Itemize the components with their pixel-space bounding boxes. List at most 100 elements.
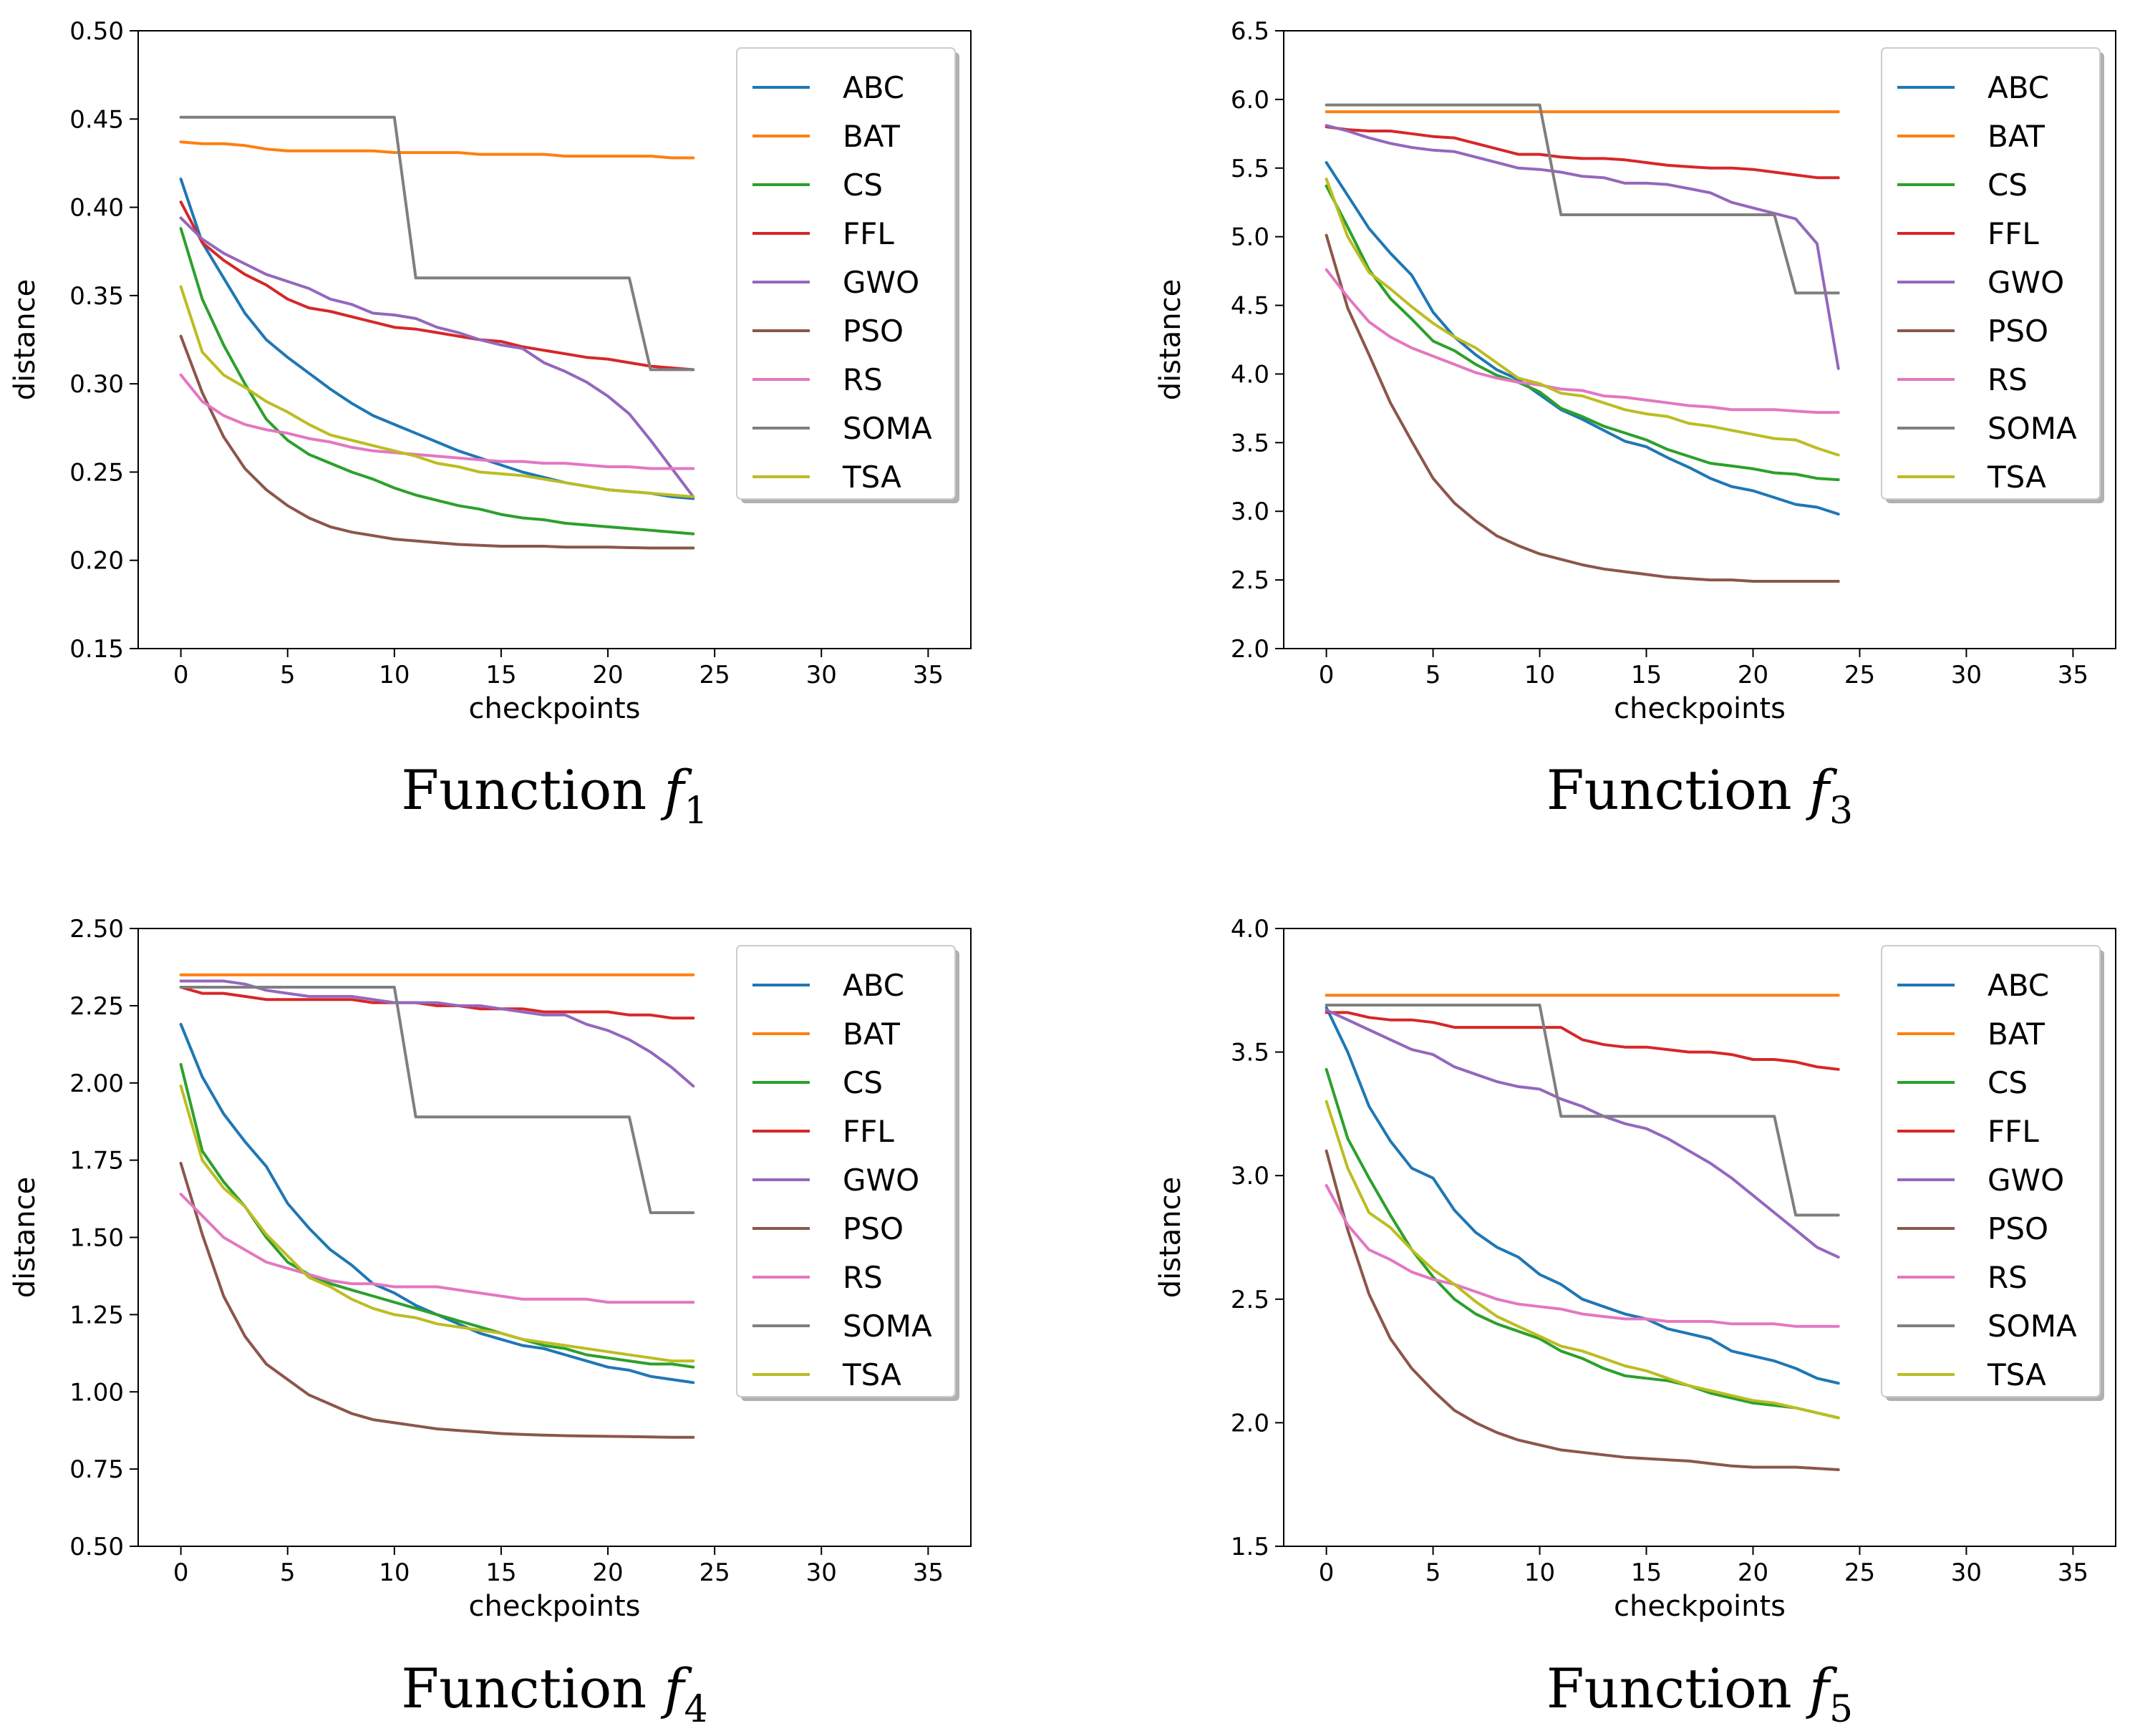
- x-tick-label: 15: [1631, 1558, 1662, 1587]
- x-tick-label: 10: [1524, 1558, 1555, 1587]
- legend-label-bat: BAT: [843, 119, 900, 154]
- x-tick-label: 30: [806, 661, 837, 689]
- legend-label-ffl: FFL: [1988, 216, 2039, 251]
- legend-label-tsa: TSA: [842, 460, 901, 495]
- series-line-ffl: [1325, 125, 1840, 180]
- legend-label-pso: PSO: [1988, 314, 2048, 349]
- y-tick-label: 0.45: [69, 105, 124, 134]
- series-line-abc: [1325, 161, 1840, 516]
- x-tick-label: 30: [806, 1558, 837, 1587]
- y-tick-label: 2.5: [1231, 1286, 1269, 1314]
- axes-frame: [137, 30, 972, 649]
- series-line-cs: [179, 227, 695, 535]
- series-line-pso: [179, 334, 695, 550]
- legend-label-soma: SOMA: [843, 1309, 932, 1344]
- legend-label-bat: BAT: [843, 1017, 900, 1052]
- y-axis-label: distance: [9, 1177, 42, 1299]
- legend-label-rs: RS: [1988, 362, 2028, 397]
- series-line-rs: [179, 373, 695, 470]
- chart-panel-1: 0 5 10 15 20 25 30 35 0.15 0.20 0.25 0.30 0.35 0.40 0.…: [9, 17, 972, 833]
- y-tick-label: 4.0: [1231, 360, 1269, 389]
- chart-panel-3: 0 5 10 15 20 25 30 35 0.50 0.75 1.00 1.25 1.50 1.75 2.…: [9, 915, 972, 1731]
- y-tick-label: 1.5: [1231, 1533, 1269, 1561]
- legend-label-gwo: GWO: [843, 265, 919, 300]
- x-axis-label: checkpoints: [469, 1590, 641, 1623]
- legend-label-cs: CS: [843, 168, 883, 203]
- y-tick-label: 2.50: [69, 915, 124, 944]
- series-line-ffl: [179, 986, 695, 1020]
- y-tick-label: 4.0: [1231, 915, 1269, 944]
- caption-subscript: 1: [684, 790, 707, 833]
- x-tick-label: 35: [2058, 1558, 2088, 1587]
- legend-label-gwo: GWO: [1988, 265, 2064, 300]
- y-tick-label: 0.15: [69, 635, 124, 664]
- series-line-gwo: [179, 979, 695, 1088]
- y-tick-label: 0.75: [69, 1455, 124, 1484]
- x-tick-label: 5: [1425, 661, 1441, 689]
- y-tick-label: 6.5: [1231, 17, 1269, 46]
- series-line-cs: [1325, 1067, 1840, 1420]
- legend-label-gwo: GWO: [1988, 1163, 2064, 1198]
- legend-label-gwo: GWO: [843, 1163, 919, 1198]
- x-tick-label: 30: [1951, 661, 1982, 689]
- chart-caption: Function f1: [401, 758, 707, 833]
- series-line-soma: [1325, 103, 1840, 295]
- y-tick-label: 0.50: [69, 17, 124, 46]
- legend-label-ffl: FFL: [1988, 1114, 2039, 1149]
- legend: ABC BAT CS FFL GWO PSO RS SOMA TSA: [736, 47, 959, 503]
- y-tick-label: 3.0: [1231, 1162, 1269, 1191]
- x-tick-label: 25: [699, 661, 730, 689]
- legend-label-bat: BAT: [1988, 119, 2045, 154]
- y-tick-label: 3.0: [1231, 498, 1269, 526]
- legend-label-rs: RS: [843, 1260, 883, 1295]
- y-tick-label: 1.25: [69, 1301, 124, 1329]
- x-tick-label: 20: [592, 1558, 623, 1587]
- x-axis-label: checkpoints: [1614, 1590, 1786, 1623]
- legend-label-abc: ABC: [1988, 70, 2049, 105]
- legend: ABC BAT CS FFL GWO PSO RS SOMA TSA: [736, 945, 959, 1401]
- x-tick-label: 5: [1425, 1558, 1441, 1587]
- series-line-gwo: [179, 216, 695, 498]
- series-line-rs: [1325, 268, 1840, 414]
- chart-caption: Function f4: [401, 1657, 707, 1731]
- x-tick-label: 25: [1844, 661, 1875, 689]
- x-tick-label: 20: [1738, 661, 1768, 689]
- x-tick-label: 35: [2058, 661, 2088, 689]
- legend-label-ffl: FFL: [843, 216, 894, 251]
- chart-panel-4: 0 5 10 15 20 25 30 35 1.5 2.0 2.5 3.0 3.5 4.0 checkpoi…: [1154, 915, 2116, 1731]
- legend-label-abc: ABC: [1988, 968, 2049, 1003]
- y-axis-label: distance: [1154, 1177, 1187, 1299]
- x-tick-label: 15: [485, 1558, 516, 1587]
- x-tick-label: 0: [173, 661, 189, 689]
- legend-label-abc: ABC: [843, 70, 904, 105]
- series-line-ffl: [179, 200, 695, 372]
- y-tick-label: 3.5: [1231, 429, 1269, 457]
- legend-label-tsa: TSA: [842, 1357, 901, 1392]
- legend: ABC BAT CS FFL GWO PSO RS SOMA TSA: [1881, 47, 2104, 503]
- series-line-pso: [1325, 233, 1840, 583]
- legend-box: [1881, 945, 2101, 1397]
- series-line-gwo: [1325, 1008, 1840, 1259]
- x-tick-label: 5: [280, 1558, 296, 1587]
- x-axis-label: checkpoints: [469, 692, 641, 725]
- x-tick-label: 0: [173, 1558, 189, 1587]
- legend: ABC BAT CS FFL GWO PSO RS SOMA TSA: [1881, 945, 2104, 1401]
- y-tick-label: 1.50: [69, 1224, 124, 1253]
- y-tick-label: 5.0: [1231, 223, 1269, 252]
- legend-label-soma: SOMA: [1988, 411, 2077, 446]
- series-line-cs: [179, 1062, 695, 1369]
- legend-label-soma: SOMA: [1988, 1309, 2077, 1344]
- axes-frame: [1283, 928, 2116, 1547]
- x-tick-label: 30: [1951, 1558, 1982, 1587]
- y-tick-label: 2.0: [1231, 635, 1269, 664]
- legend-label-cs: CS: [843, 1065, 883, 1100]
- y-tick-label: 1.75: [69, 1147, 124, 1175]
- legend-box: [736, 945, 956, 1397]
- series-group: [1325, 994, 1840, 1471]
- legend-label-soma: SOMA: [843, 411, 932, 446]
- legend-label-pso: PSO: [843, 1211, 904, 1246]
- x-tick-label: 10: [379, 1558, 410, 1587]
- x-tick-label: 15: [1631, 661, 1662, 689]
- series-line-tsa: [1325, 1100, 1840, 1420]
- legend-box: [1881, 47, 2101, 500]
